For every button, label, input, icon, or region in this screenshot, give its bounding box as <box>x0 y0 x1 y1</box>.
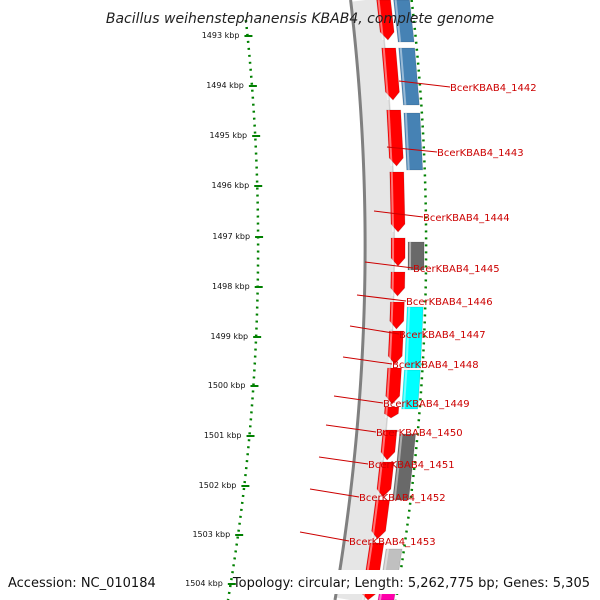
gene-reverse-block <box>393 0 415 43</box>
ruler-tick-label: 1496 kbp <box>212 181 250 190</box>
gene-highlight <box>402 369 408 410</box>
ruler-tick-label: 1498 kbp <box>212 282 250 291</box>
map-title: Bacillus weihenstephanensis KBAB4, compl… <box>106 11 494 27</box>
gene-label: BcerKBAB4_1451 <box>368 460 455 471</box>
gene-reverse-block <box>404 306 424 369</box>
accession-backdrop <box>0 570 150 594</box>
ruler-track: 1493 kbp 1494 kbp 1495 kbp 1496 kbp 1497 kbp… <box>185 19 264 600</box>
gene-highlight <box>399 47 407 106</box>
gene-label: BcerKBAB4_1443 <box>437 148 524 159</box>
gene-highlight <box>388 330 393 365</box>
gene-reverse-block <box>401 369 421 410</box>
gene-highlight <box>394 0 402 43</box>
gene-forward-arrow <box>376 0 395 41</box>
gene-forward-arrow <box>390 237 406 267</box>
gene-features <box>361 0 425 600</box>
gene-highlight <box>390 171 395 233</box>
gene-forward-arrow <box>381 47 400 101</box>
gene-label: BcerKBAB4_1442 <box>450 83 537 94</box>
ruler-tick-label: 1502 kbp <box>199 481 237 490</box>
gene-forward-arrow <box>376 461 395 498</box>
gene-leader-line <box>309 488 360 498</box>
gene-label: BcerKBAB4_1446 <box>406 297 493 308</box>
gene-forward-arrow <box>387 330 404 365</box>
ruler-tick-label: 1500 kbp <box>208 381 246 390</box>
gene-highlight <box>387 109 393 167</box>
gene-highlight <box>386 367 391 405</box>
gene-reverse-block <box>398 47 420 106</box>
summary-text: Topology: circular; Length: 5,262,775 bp… <box>232 576 590 591</box>
gene-highlight <box>383 548 390 572</box>
gene-leader-line <box>356 294 407 302</box>
backbone-band <box>335 0 396 600</box>
ruler-tick-label: 1499 kbp <box>210 332 248 341</box>
gene-highlight <box>404 112 410 171</box>
ruler-line <box>226 19 260 600</box>
gene-highlight <box>371 499 379 540</box>
gene-label: BcerKBAB4_1453 <box>349 537 436 548</box>
gene-reverse-block <box>396 433 417 467</box>
gene-highlight <box>384 406 388 419</box>
gene-label: BcerKBAB4_1452 <box>359 493 446 504</box>
ruler-tick-label: 1501 kbp <box>204 431 242 440</box>
gene-label: BcerKBAB4_1450 <box>376 428 463 439</box>
ruler-tick-label: 1504 kbp <box>185 579 223 588</box>
gene-highlight <box>381 429 386 461</box>
gene-forward-arrow <box>371 499 391 540</box>
gene-leader-line <box>364 261 414 269</box>
gene-forward-arrow <box>380 429 398 461</box>
gene-leader-line <box>299 531 350 542</box>
gene-highlight <box>390 301 394 330</box>
ruler-tick-label: 1494 kbp <box>206 81 244 90</box>
gene-label: BcerKBAB4_1447 <box>399 330 486 341</box>
gene-highlight <box>405 306 411 369</box>
gene-leader-line <box>325 424 377 433</box>
ruler-tick-label: 1497 kbp <box>212 232 250 241</box>
gene-leader-line <box>333 395 384 404</box>
gene-label: BcerKBAB4_1444 <box>423 213 510 224</box>
gene-highlight <box>377 0 384 41</box>
gene-highlight <box>393 463 400 501</box>
ruler-tick-label: 1495 kbp <box>209 131 247 140</box>
accession-text: Accession: NC_010184 <box>8 576 156 591</box>
gene-leader-line <box>373 210 424 218</box>
gene-highlight <box>397 433 403 467</box>
gene-reverse-block <box>403 112 424 171</box>
gene-forward-arrow <box>389 301 405 330</box>
gene-leader-line <box>342 356 393 365</box>
gene-forward-arrow <box>390 271 406 297</box>
ruler-tick-label: 1493 kbp <box>202 31 240 40</box>
gene-highlight <box>382 47 389 101</box>
gene-forward-arrow <box>385 367 402 405</box>
gene-reverse-block <box>392 463 414 501</box>
gene-highlight <box>376 461 383 498</box>
gene-label: BcerKBAB4_1445 <box>413 264 500 275</box>
gene-leader-line <box>349 325 400 335</box>
backbone-line <box>333 0 367 600</box>
gene-reverse-block <box>407 241 425 271</box>
ruler-tick-label: 1503 kbp <box>192 530 230 539</box>
gene-forward-arrow <box>386 109 404 167</box>
gene-label: BcerKBAB4_1448 <box>392 360 479 371</box>
gene-leader-line <box>318 456 369 465</box>
gene-labels: BcerKBAB4_1442 BcerKBAB4_1443 BcerKBAB4_14… <box>299 80 537 548</box>
gene-label: BcerKBAB4_1449 <box>383 399 470 410</box>
gene-forward-arrow <box>389 171 406 233</box>
gene-leader-line <box>398 80 451 88</box>
gene-forward-arrow <box>383 406 400 419</box>
gene-leader-line <box>386 146 438 153</box>
summary-backdrop <box>258 570 600 594</box>
